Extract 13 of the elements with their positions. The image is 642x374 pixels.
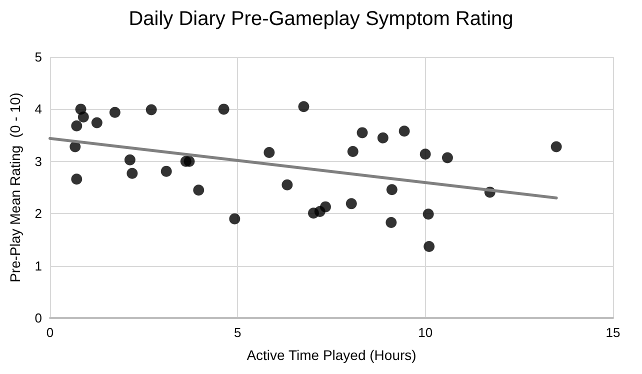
y-tick-label: 2 <box>34 206 42 222</box>
y-tick-label: 0 <box>34 310 42 326</box>
chart-title: Daily Diary Pre-Gameplay Symptom Rating <box>128 8 514 30</box>
y-tick-label: 3 <box>34 154 42 169</box>
y-tick-label: 4 <box>34 102 42 117</box>
y-tick-label: 5 <box>34 50 42 64</box>
x-tick-label: 10 <box>418 325 433 340</box>
y-tick-label: 1 <box>34 258 42 274</box>
y-axis-title: Pre-Play Mean Rating (0 - 10) <box>7 92 23 282</box>
x-tick-label: 15 <box>606 325 620 340</box>
x-axis-title: Active Time Played (Hours) <box>246 347 416 363</box>
x-tick-label: 5 <box>234 325 242 340</box>
x-tick-label: 0 <box>46 325 54 340</box>
